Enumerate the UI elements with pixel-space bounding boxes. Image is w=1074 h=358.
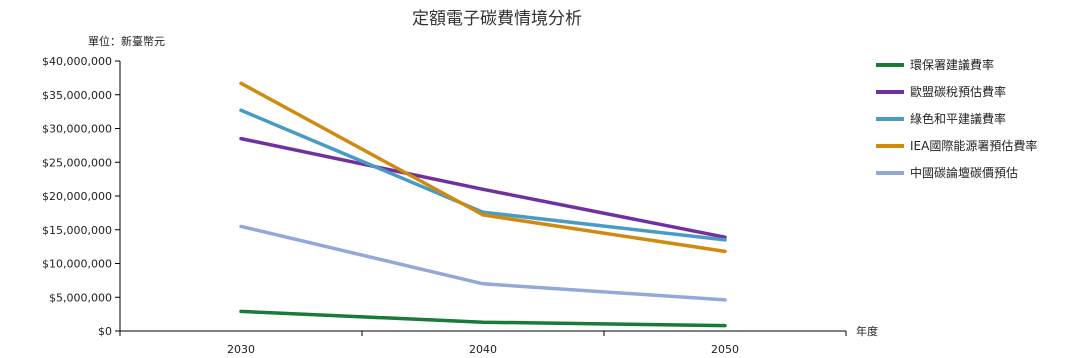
series-lines bbox=[239, 81, 727, 328]
x-axis-label: 年度 bbox=[856, 324, 878, 338]
y-tick-label: $25,000,000 bbox=[42, 156, 112, 169]
series-line-1 bbox=[239, 309, 727, 328]
x-tick-label: 2050 bbox=[711, 343, 739, 356]
y-tick-label: $20,000,000 bbox=[42, 190, 112, 203]
legend-label: 中國碳論壇碳價預估 bbox=[910, 165, 1018, 180]
y-tick-label: $40,000,000 bbox=[42, 55, 112, 68]
y-tick-label: $0 bbox=[98, 325, 112, 338]
series-line-3 bbox=[239, 108, 727, 242]
legend-label: 綠色和平建議費率 bbox=[910, 111, 1006, 126]
axes bbox=[119, 61, 846, 332]
series-line-4 bbox=[239, 81, 727, 254]
y-tick-label: $10,000,000 bbox=[42, 258, 112, 271]
chart-title: 定額電子碳費情境分析 bbox=[412, 9, 582, 29]
legend-label: 環保署建議費率 bbox=[910, 57, 994, 72]
y-tick-label: $5,000,000 bbox=[49, 291, 112, 304]
x-tick-label: 2040 bbox=[469, 343, 497, 356]
legend-label: 歐盟碳稅預估費率 bbox=[910, 84, 1006, 99]
x-tick-label: 2030 bbox=[227, 343, 255, 356]
y-tick-label: $35,000,000 bbox=[42, 89, 112, 102]
series-line-5 bbox=[239, 224, 727, 302]
legend-label: IEA國際能源署預估費率 bbox=[910, 138, 1037, 153]
y-tick-label: $15,000,000 bbox=[42, 224, 112, 237]
y-tick-label: $30,000,000 bbox=[42, 123, 112, 136]
unit-label: 單位：新臺幣元 bbox=[88, 34, 165, 48]
y-axis-ticks: $0 $5,000,000 $10,000,000 $15,000,000 $20,00… bbox=[42, 55, 120, 338]
series-line-2 bbox=[239, 136, 727, 239]
x-axis-ticks: 2030 2040 2050 bbox=[119, 331, 847, 356]
